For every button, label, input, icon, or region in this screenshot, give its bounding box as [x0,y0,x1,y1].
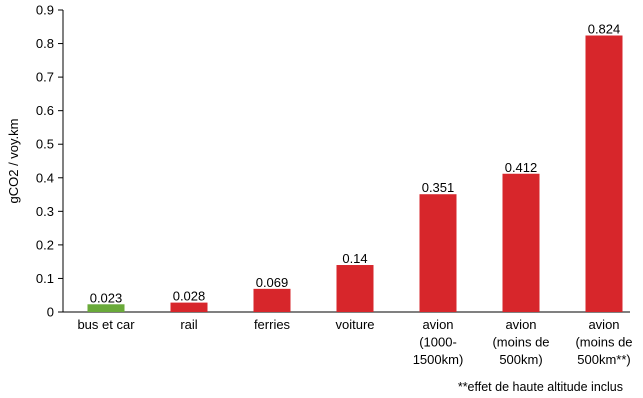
y-tick-label: 0.2 [36,237,54,252]
y-tick-label: 0.4 [36,170,54,185]
x-category-label-line: bus et car [77,317,135,332]
bar [585,35,623,312]
x-category-label-line: ferries [254,317,291,332]
y-ticks: 0 0.1 0.2 0.3 0.4 0.5 0.6 0.7 0.8 0.9 [36,3,63,320]
bar-value-label: 0.028 [173,289,206,304]
bar-value-label: 0.412 [505,160,538,175]
x-category-label-line: 500km) [499,352,542,367]
x-category-label-line: avion [588,317,619,332]
bar [419,194,457,312]
x-category-label-line: 500km**) [577,352,630,367]
x-category-label: avion (moins de 500km) [492,317,549,367]
bar [336,265,374,312]
x-category-label-line: 1500km) [413,352,464,367]
x-category-label-line: (1000- [419,335,457,350]
x-category-label: bus et car [77,317,135,332]
y-tick-label: 0.8 [36,36,54,51]
x-category-label: avion (moins de 500km**) [575,317,632,367]
y-axis-title: gCO2 / voy.km [6,118,21,203]
bar-value-labels: 0.023 0.028 0.069 0.14 0.351 0.412 0.824 [90,22,621,306]
bars [87,35,623,312]
bar [87,304,125,312]
category-labels: bus et car rail ferries voiture avion (1000- 1… [77,317,632,367]
x-category-label: ferries [254,317,291,332]
bar-value-label: 0.351 [422,180,455,195]
y-tick-label: 0.5 [36,137,54,152]
x-category-label-line: rail [180,317,197,332]
y-tick-label: 0 [47,305,54,320]
footnote: **effet de haute altitude inclus [458,380,623,394]
y-tick-label: 0.7 [36,70,54,85]
y-tick-label: 0.9 [36,3,54,18]
x-category-label: avion (1000- 1500km) [413,317,464,367]
y-tick-label: 0.1 [36,271,54,286]
x-category-label-line: avion [505,317,536,332]
x-category-label-line: (moins de [575,335,632,350]
y-tick-label: 0.6 [36,103,54,118]
x-category-label: rail [180,317,197,332]
bar-value-label: 0.069 [256,275,289,290]
x-category-label: voiture [335,317,374,332]
x-category-label-line: avion [422,317,453,332]
y-tick-label: 0.3 [36,204,54,219]
bar-value-label: 0.023 [90,290,123,305]
bar [170,302,208,312]
bar-value-label: 0.14 [342,251,367,266]
bar [502,173,540,312]
bar [253,288,291,312]
x-category-label-line: voiture [335,317,374,332]
x-category-label-line: (moins de [492,335,549,350]
bar-value-label: 0.824 [588,22,621,37]
